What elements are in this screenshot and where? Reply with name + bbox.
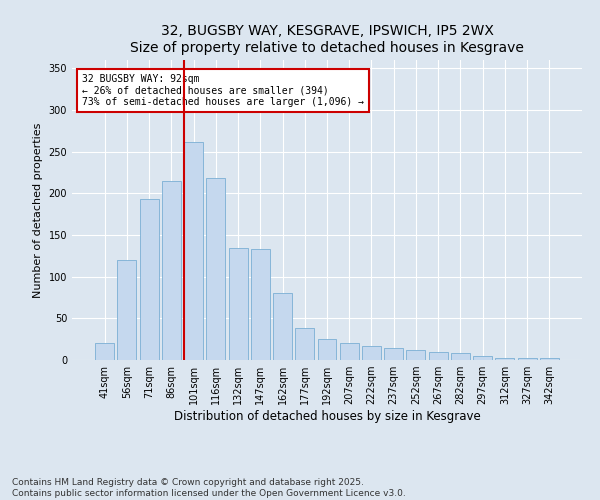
Bar [206,178,225,360]
Title: 32, BUGSBY WAY, KESGRAVE, IPSWICH, IP5 2WX
Size of property relative to detached: 32, BUGSBY WAY, KESGRAVE, IPSWICH, IP5 2… [130,24,524,54]
Bar [95,344,114,360]
Bar [362,346,381,360]
Bar [118,260,136,360]
Bar [496,358,514,360]
Bar [295,328,314,360]
Bar [384,348,403,360]
Bar [184,142,203,360]
Bar [518,358,536,360]
Bar [340,344,359,360]
Bar [473,356,492,360]
X-axis label: Distribution of detached houses by size in Kesgrave: Distribution of detached houses by size … [173,410,481,423]
Bar [140,199,158,360]
Bar [317,339,337,360]
Bar [273,294,292,360]
Y-axis label: Number of detached properties: Number of detached properties [33,122,43,298]
Bar [406,350,425,360]
Bar [162,181,181,360]
Text: Contains HM Land Registry data © Crown copyright and database right 2025.
Contai: Contains HM Land Registry data © Crown c… [12,478,406,498]
Bar [540,358,559,360]
Bar [451,354,470,360]
Bar [429,352,448,360]
Bar [229,248,248,360]
Text: 32 BUGSBY WAY: 92sqm
← 26% of detached houses are smaller (394)
73% of semi-deta: 32 BUGSBY WAY: 92sqm ← 26% of detached h… [82,74,364,106]
Bar [251,249,270,360]
